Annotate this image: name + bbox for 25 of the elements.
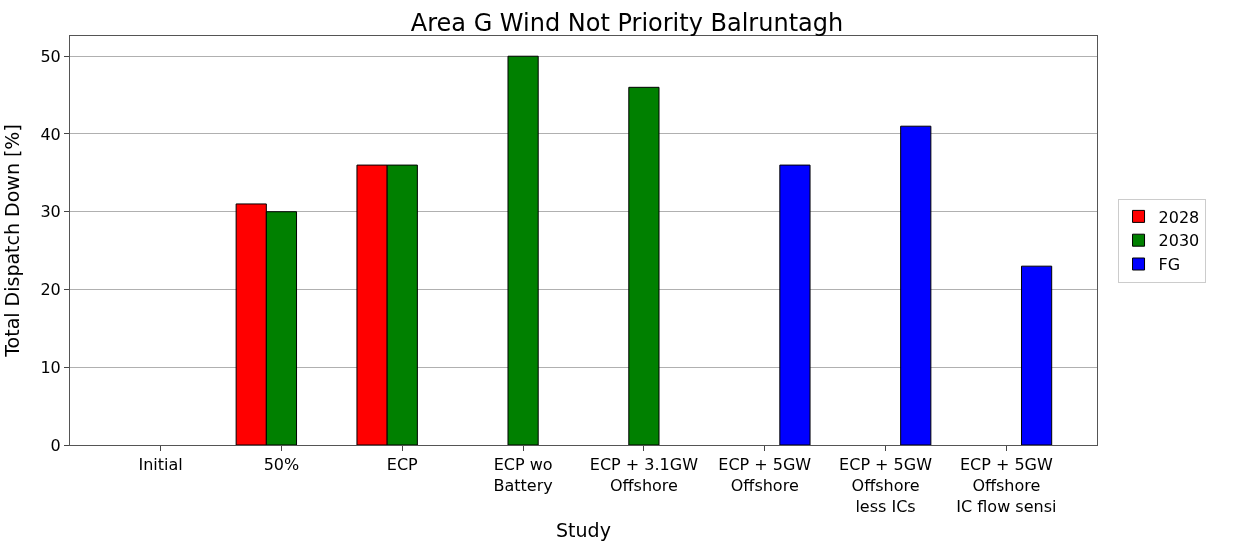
bar xyxy=(900,125,932,445)
legend-label: 2028 xyxy=(1158,207,1200,227)
y-tick-label: 50 xyxy=(40,46,61,66)
y-tick-label: 40 xyxy=(40,124,61,144)
chart-title: Area G Wind Not Priority Balruntagh xyxy=(410,8,844,37)
y-axis-title: Total Dispatch Down [%] xyxy=(1,124,24,358)
legend-label: 2030 xyxy=(1158,231,1200,251)
x-tick-label: ECP + 5GW Offshore IC flow sensi xyxy=(956,455,1057,516)
bar xyxy=(628,86,660,445)
y-tick-label: 0 xyxy=(50,435,61,455)
y-tick-label: 30 xyxy=(40,202,61,222)
x-tick-label: ECP xyxy=(386,455,419,475)
bar xyxy=(1020,265,1053,445)
y-tick-label: 20 xyxy=(40,280,61,300)
bar xyxy=(507,55,539,445)
x-tick-label: ECP wo Battery xyxy=(493,455,553,495)
x-tick-label: ECP + 5GW Offshore less ICs xyxy=(839,455,933,516)
y-tick-label: 10 xyxy=(40,357,61,377)
x-tick-label: 50% xyxy=(263,455,300,475)
bar xyxy=(779,164,811,445)
legend-label: FG xyxy=(1158,255,1181,275)
x-tick-label: Initial xyxy=(138,455,183,475)
x-axis-title: Study xyxy=(556,518,611,541)
x-tick-label: ECP + 5GW Offshore xyxy=(718,455,812,495)
x-tick-label: ECP + 3.1GW Offshore xyxy=(589,455,699,495)
